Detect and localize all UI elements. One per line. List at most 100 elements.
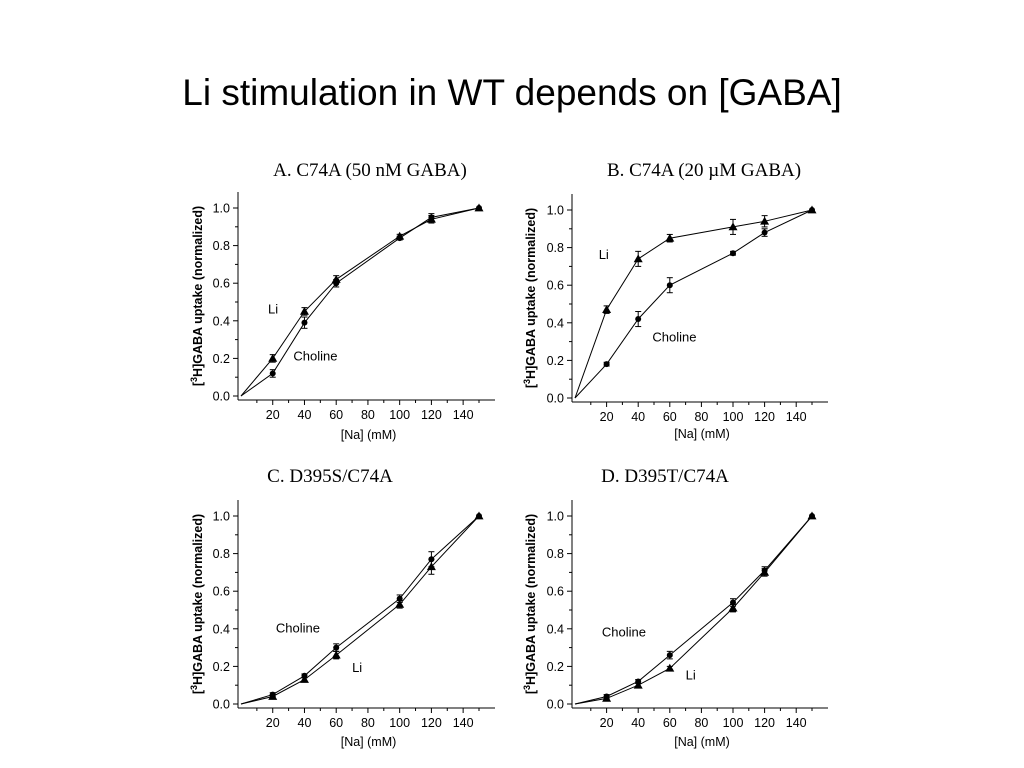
y-tick-label: 0.4 bbox=[547, 316, 564, 330]
x-axis-label: [Na] (mM) bbox=[674, 735, 730, 749]
x-tick-label: 140 bbox=[786, 410, 807, 424]
data-point-li bbox=[331, 650, 341, 659]
data-point-choline bbox=[301, 672, 308, 679]
data-point-choline bbox=[809, 513, 815, 519]
data-point-li bbox=[299, 306, 309, 315]
x-tick-label: 120 bbox=[754, 410, 775, 424]
data-point-choline bbox=[761, 229, 768, 236]
x-tick-label: 140 bbox=[453, 408, 474, 422]
x-tick-label: 140 bbox=[453, 716, 474, 730]
series-annotation: Li bbox=[599, 247, 609, 262]
y-tick-label: 0.2 bbox=[547, 354, 564, 368]
data-point-choline bbox=[730, 599, 736, 606]
y-tick-label: 0.0 bbox=[213, 390, 230, 404]
y-tick-label: 0.6 bbox=[213, 277, 230, 291]
y-tick-label: 1.0 bbox=[547, 204, 564, 218]
x-tick-label: 140 bbox=[786, 716, 807, 730]
x-tick-label: 80 bbox=[361, 408, 375, 422]
series-annotation: Choline bbox=[652, 330, 696, 345]
y-tick-label: 0.8 bbox=[213, 239, 230, 253]
data-point-choline bbox=[333, 644, 340, 651]
x-axis-label: [Na] (mM) bbox=[341, 428, 397, 442]
y-tick-label: 0.6 bbox=[547, 279, 564, 293]
x-tick-label: 40 bbox=[298, 716, 312, 730]
y-axis-label: [3H]GABA uptake (normalized) bbox=[522, 514, 538, 694]
x-tick-label: 60 bbox=[663, 410, 677, 424]
x-tick-label: 100 bbox=[389, 408, 410, 422]
y-tick-label: 1.0 bbox=[213, 202, 230, 216]
y-tick-label: 0.0 bbox=[213, 698, 230, 712]
data-point-choline bbox=[333, 280, 340, 287]
y-tick-label: 1.0 bbox=[213, 510, 230, 524]
series-annotation: Choline bbox=[276, 621, 320, 636]
y-tick-label: 0.6 bbox=[213, 585, 230, 599]
data-point-li bbox=[633, 254, 643, 263]
series-line-li bbox=[240, 515, 480, 705]
y-tick-label: 0.8 bbox=[547, 547, 564, 561]
y-axis-label: [3H]GABA uptake (normalized) bbox=[189, 514, 205, 694]
data-point-li bbox=[665, 233, 675, 242]
data-point-choline bbox=[635, 678, 642, 685]
y-tick-label: 0.8 bbox=[213, 547, 230, 561]
x-tick-label: 40 bbox=[298, 408, 312, 422]
y-tick-label: 0.0 bbox=[547, 698, 564, 712]
chart-panel-1: A. C74A (50 nM GABA) 0.0 0.2 0.4 0.6 0.8 1.0 20… bbox=[189, 160, 495, 442]
series-annotation: Li bbox=[352, 660, 362, 675]
x-tick-label: 120 bbox=[421, 408, 442, 422]
data-point-choline bbox=[476, 513, 482, 519]
chart-panel-4: D. D395T/C74A 0.0 0.2 0.4 0.6 0.8 1.0 20 40 60 80 1… bbox=[522, 466, 828, 749]
data-point-choline bbox=[269, 691, 276, 698]
data-point-li bbox=[665, 663, 675, 672]
x-tick-label: 100 bbox=[723, 716, 744, 730]
series-annotation: Li bbox=[268, 301, 278, 316]
data-point-li bbox=[760, 216, 770, 225]
y-tick-label: 1.0 bbox=[547, 510, 564, 524]
data-point-choline bbox=[809, 207, 815, 213]
chart-panel-2: B. C74A (20 µM GABA) 0.0 0.2 0.4 0.6 0.8 1.0 20… bbox=[522, 160, 828, 441]
y-tick-label: 0.4 bbox=[213, 622, 230, 636]
y-axis-label: [3H]GABA uptake (normalized) bbox=[522, 208, 538, 388]
x-axis-label: [Na] (mM) bbox=[341, 735, 397, 749]
data-point-choline bbox=[761, 567, 768, 574]
data-point-li bbox=[602, 305, 612, 314]
data-point-choline bbox=[476, 205, 482, 211]
y-tick-label: 0.0 bbox=[547, 392, 564, 406]
series-annotation: Li bbox=[686, 668, 696, 683]
data-point-choline bbox=[396, 595, 403, 602]
x-tick-label: 80 bbox=[694, 716, 708, 730]
y-tick-label: 0.6 bbox=[547, 585, 564, 599]
data-point-choline bbox=[269, 370, 276, 377]
x-tick-label: 120 bbox=[421, 716, 442, 730]
panel-title: B. C74A (20 µM GABA) bbox=[607, 160, 801, 181]
x-tick-label: 100 bbox=[723, 410, 744, 424]
data-point-choline bbox=[666, 282, 673, 289]
data-point-choline bbox=[666, 652, 673, 659]
data-point-choline bbox=[635, 316, 642, 323]
x-tick-label: 120 bbox=[754, 716, 775, 730]
series-annotation: Choline bbox=[293, 348, 337, 363]
series-line-choline bbox=[240, 515, 480, 705]
chart-panel-3: C. D395S/C74A 0.0 0.2 0.4 0.6 0.8 1.0 20 40 60 80 1… bbox=[189, 466, 495, 749]
x-tick-label: 60 bbox=[329, 408, 343, 422]
y-tick-label: 0.4 bbox=[547, 622, 564, 636]
x-tick-label: 100 bbox=[389, 716, 410, 730]
x-tick-label: 60 bbox=[663, 716, 677, 730]
panel-title: C. D395S/C74A bbox=[267, 466, 393, 487]
data-point-choline bbox=[603, 361, 610, 368]
series-line-li bbox=[574, 209, 813, 399]
panel-title: A. C74A (50 nM GABA) bbox=[273, 160, 467, 181]
x-tick-label: 80 bbox=[361, 716, 375, 730]
y-tick-label: 0.8 bbox=[547, 241, 564, 255]
x-tick-label: 20 bbox=[600, 716, 614, 730]
data-point-li bbox=[299, 675, 309, 683]
data-point-li bbox=[728, 603, 738, 612]
y-axis-label: [3H]GABA uptake (normalized) bbox=[189, 206, 205, 386]
slide-title: Li stimulation in WT depends on [GABA] bbox=[182, 72, 842, 113]
data-point-choline bbox=[301, 319, 308, 326]
data-point-choline bbox=[396, 235, 403, 242]
series-annotation: Choline bbox=[602, 624, 646, 639]
data-point-choline bbox=[730, 250, 736, 257]
x-tick-label: 40 bbox=[631, 410, 645, 424]
x-tick-label: 40 bbox=[631, 716, 645, 730]
